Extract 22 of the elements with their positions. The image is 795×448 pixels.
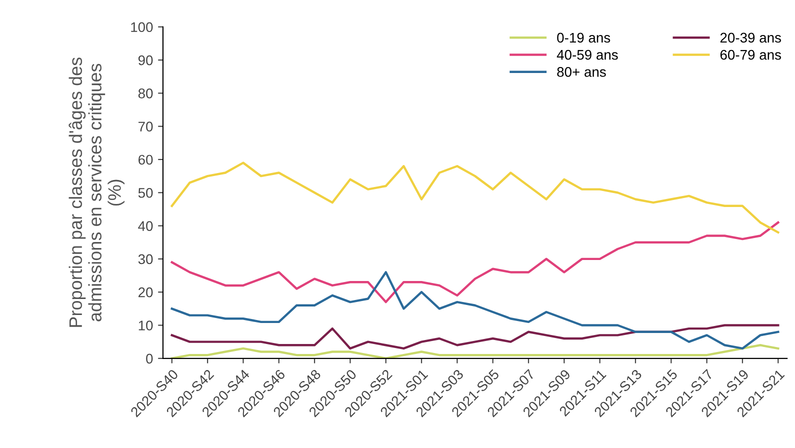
y-tick-label: 10 (138, 320, 153, 330)
legend-label: 80+ ans (557, 67, 606, 77)
y-tick-label: 100 (131, 22, 153, 32)
line-series (170, 344, 780, 358)
y-axis-title: Proportion par classes d'âges des admissions en services critiques (%) (68, 58, 125, 327)
line-series (170, 271, 780, 350)
line-series (170, 324, 780, 350)
y-tick-label: 40 (138, 221, 153, 231)
legend-label: 0-19 ans (557, 32, 610, 43)
line-series (170, 221, 780, 304)
y-tick-label: 90 (138, 55, 153, 66)
y-tick-label: 0 (146, 354, 153, 364)
legend-label: 40-59 ans (556, 50, 618, 60)
legend-label: 60-79 ans (720, 50, 781, 60)
y-tick-label: 70 (138, 122, 153, 132)
y-tick-label: 20 (138, 287, 153, 298)
y-tick-label: 50 (138, 188, 153, 198)
y-tick-label: 80 (138, 88, 153, 98)
legend-label: 20-39 ans (720, 32, 781, 43)
y-tick-label: 60 (138, 154, 153, 165)
y-tick-label: 30 (138, 254, 153, 264)
line-series (170, 162, 780, 234)
